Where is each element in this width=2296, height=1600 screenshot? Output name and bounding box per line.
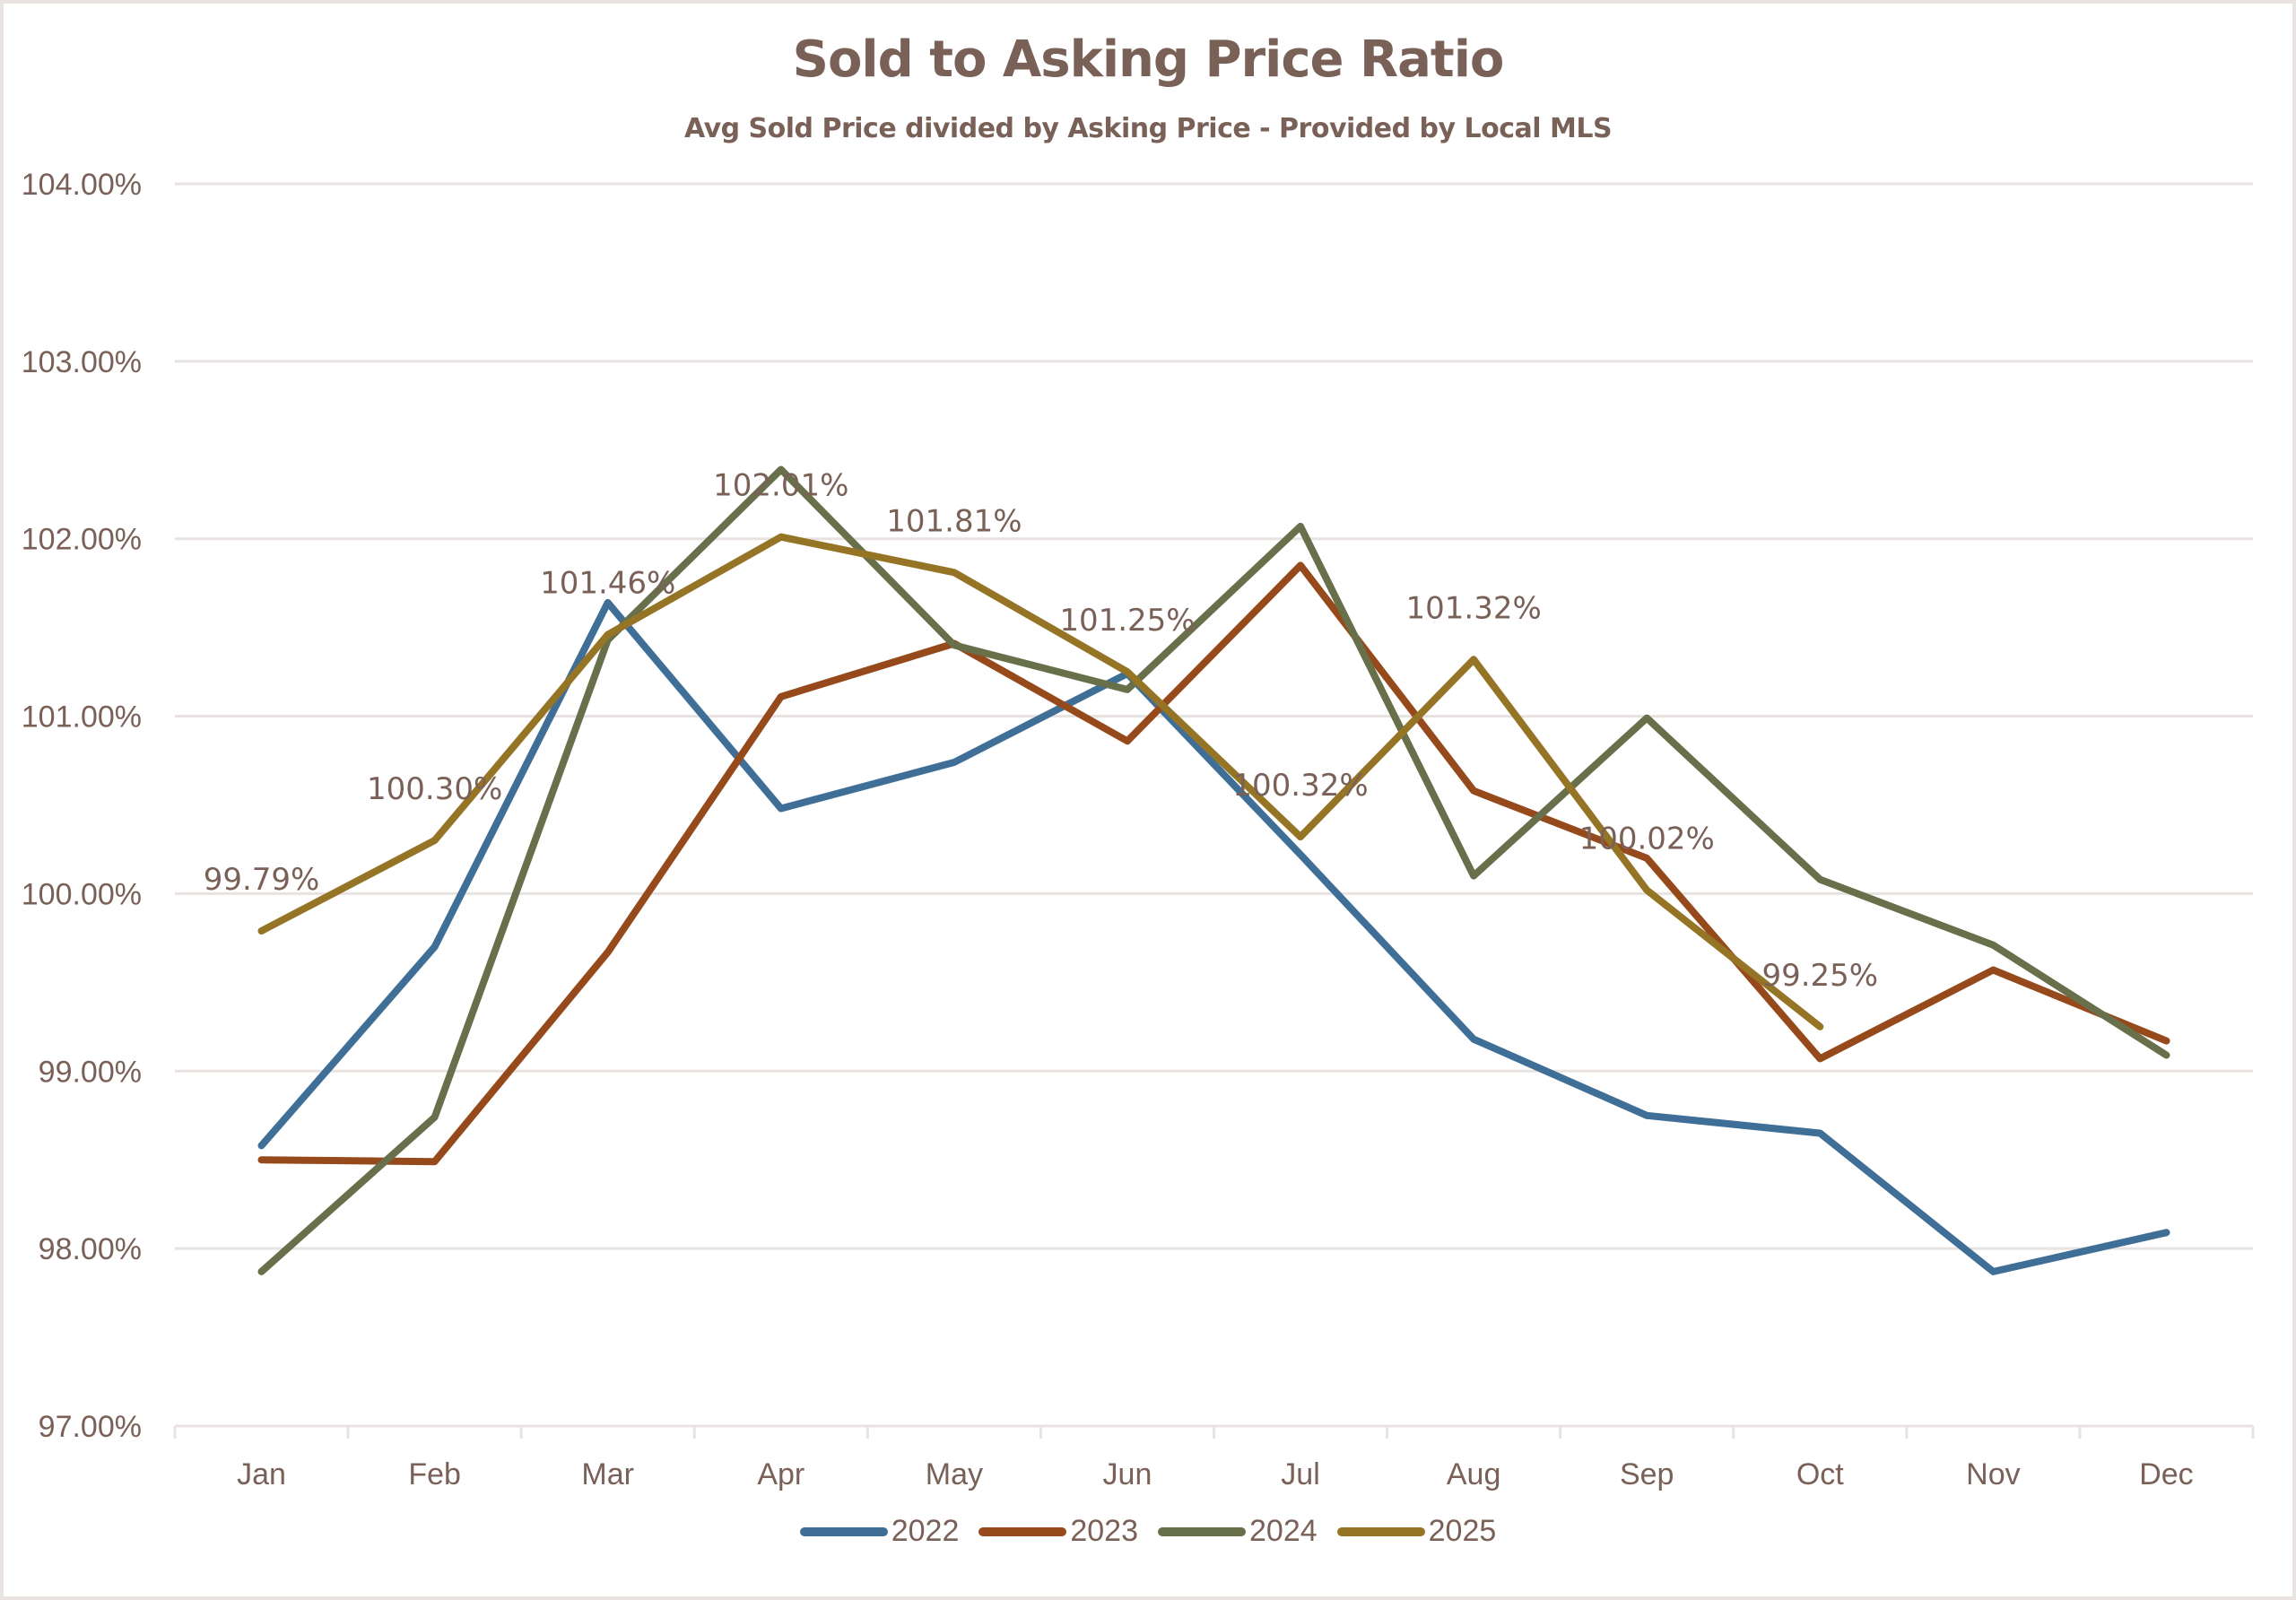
y-tick-label: 98.00%: [39, 1232, 142, 1266]
data-label: 102.01%: [713, 468, 848, 504]
y-tick-label: 101.00%: [22, 700, 142, 735]
y-axis: 97.00% 98.00% 99.00% 100.00% 101.00% 102.00% 1…: [22, 168, 142, 1444]
series-lines: [257, 465, 2170, 1275]
series-line-2022: [257, 598, 2170, 1275]
data-label: 101.25%: [1059, 603, 1195, 639]
data-label: 99.25%: [1761, 958, 1878, 994]
legend-swatch-icon: [1158, 1526, 1246, 1536]
data-label: 101.32%: [1405, 590, 1541, 626]
legend-swatch-icon: [978, 1526, 1067, 1536]
x-tick-label: Jun: [1103, 1457, 1152, 1491]
x-tick-label: Dec: [2139, 1457, 2193, 1491]
y-tick-label: 99.00%: [39, 1055, 142, 1089]
x-tick-label: Mar: [581, 1457, 634, 1491]
data-label: 100.02%: [1579, 821, 1715, 857]
legend-label: 2022: [891, 1514, 960, 1548]
data-label: 100.30%: [367, 771, 502, 807]
legend: 2022 2023 2024 2025: [0, 1514, 2296, 1549]
x-tick-label: Nov: [1966, 1457, 2020, 1491]
legend-item-2024: 2024: [1158, 1514, 1318, 1549]
legend-label: 2025: [1428, 1514, 1497, 1548]
legend-item-2022: 2022: [799, 1514, 960, 1549]
data-label: 99.79%: [204, 862, 320, 898]
legend-label: 2024: [1249, 1514, 1318, 1548]
legend-item-2023: 2023: [978, 1514, 1138, 1549]
y-tick-label: 103.00%: [22, 345, 142, 379]
x-tick-label: Sep: [1620, 1457, 1674, 1491]
chart-subtitle: Avg Sold Price divided by Asking Price -…: [683, 113, 1613, 144]
y-tick-label: 100.00%: [22, 877, 142, 911]
x-tick-label: Oct: [1796, 1457, 1844, 1491]
chart-title: Sold to Asking Price Ratio: [792, 30, 1505, 89]
x-tick-label: May: [926, 1457, 983, 1491]
series-line-2024: [257, 465, 2170, 1275]
x-tick-label: Aug: [1447, 1457, 1501, 1491]
y-tick-label: 104.00%: [22, 168, 142, 202]
series-line-2023: [257, 561, 2170, 1166]
x-tick-label: Jan: [237, 1457, 286, 1491]
x-tick-label: Apr: [757, 1457, 804, 1491]
y-tick-label: 102.00%: [22, 523, 142, 557]
x-axis: Jan Feb Mar Apr May Jun Jul Aug Sep Oct Nov Dec: [173, 1424, 2255, 1491]
y-tick-label: 97.00%: [39, 1410, 142, 1444]
legend-swatch-icon: [799, 1526, 888, 1536]
series-line-2025: [257, 533, 1824, 1030]
gridlines: [175, 182, 2253, 1250]
x-tick-label: Jul: [1281, 1457, 1319, 1491]
x-tick-label: Feb: [408, 1457, 461, 1491]
data-label: 101.46%: [540, 566, 675, 602]
data-label: 100.32%: [1232, 768, 1368, 804]
legend-label: 2023: [1070, 1514, 1138, 1548]
data-labels: 99.79% 100.30% 101.46% 102.01% 101.81% 101.25…: [204, 468, 1878, 994]
legend-item-2025: 2025: [1336, 1514, 1497, 1549]
legend-swatch-icon: [1336, 1526, 1425, 1536]
data-label: 101.81%: [886, 503, 1022, 539]
